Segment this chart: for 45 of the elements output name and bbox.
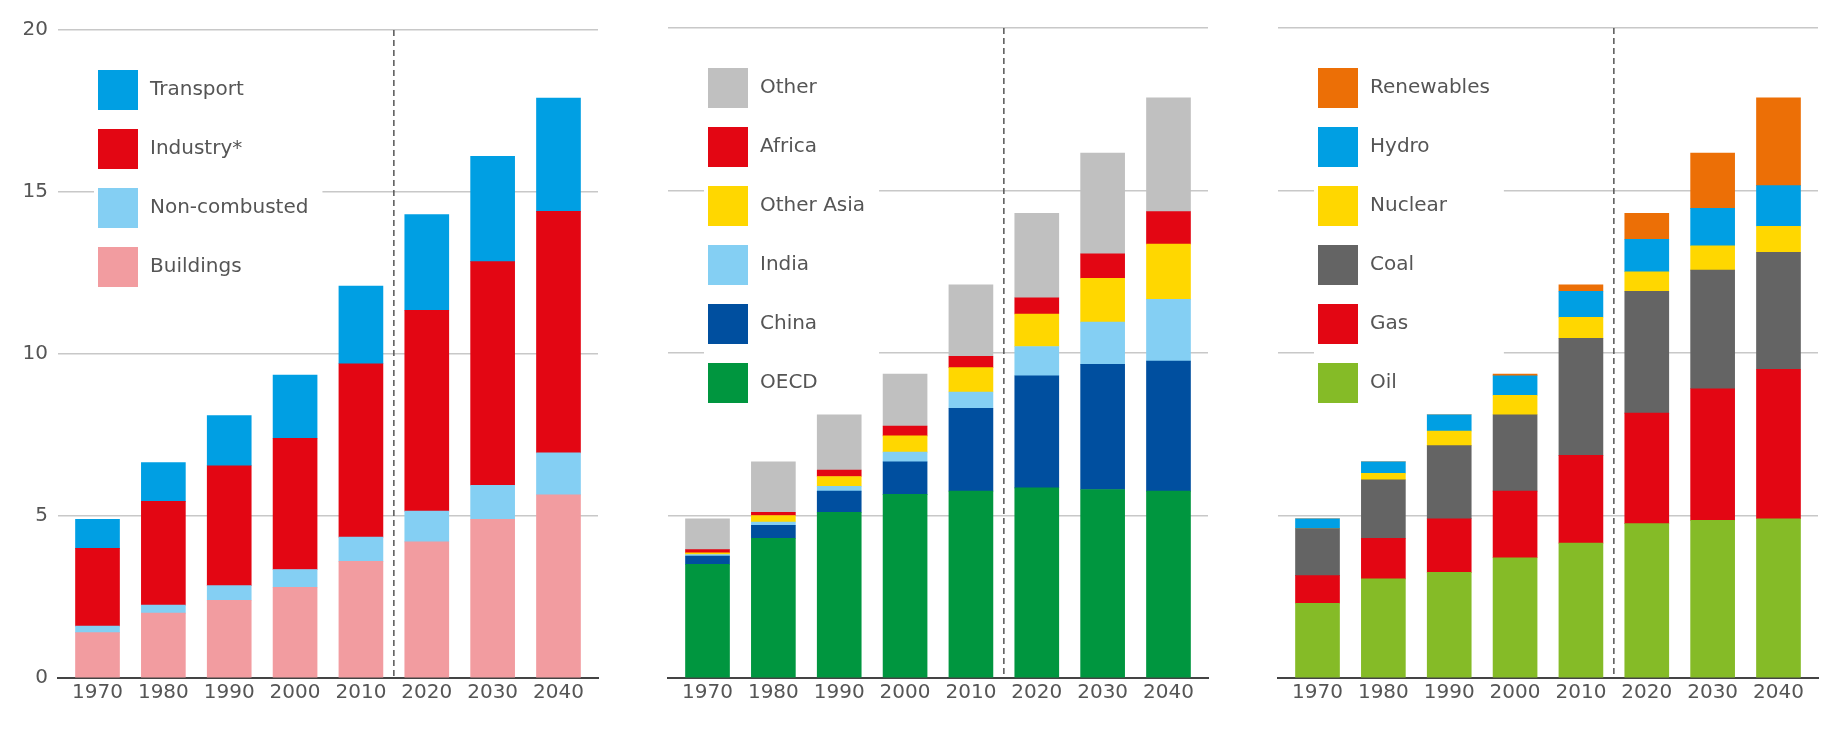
x-tick-label: 2000 (1489, 679, 1541, 704)
x-tick-label: 1970 (682, 679, 733, 704)
x-tick-label: 2030 (1687, 679, 1739, 704)
y-tick-label: 20 (22, 16, 48, 41)
x-tick-label: 1980 (747, 679, 799, 704)
legend-label: Gas (1370, 310, 1409, 335)
x-tick-label: 2020 (401, 679, 453, 704)
legend-label: India (760, 251, 810, 276)
x-tick-label: 2010 (335, 679, 387, 704)
x-tick-label: 1990 (813, 679, 865, 704)
x-tick-label: 2040 (1753, 679, 1804, 704)
legend-label: Oil (1370, 369, 1397, 394)
y-tick-label: 10 (22, 340, 48, 365)
legend-label: Non-combusted (150, 194, 309, 219)
x-tick-label: 1980 (1357, 679, 1409, 704)
y-tick-label: 5 (35, 502, 48, 527)
legend-label: Transport (149, 76, 245, 101)
legend-label: Africa (760, 133, 818, 158)
x-tick-label: 2040 (533, 679, 584, 704)
legend-label: Nuclear (1370, 192, 1448, 217)
x-tick-label: 1990 (203, 679, 255, 704)
legend-label: China (760, 310, 818, 335)
x-tick-label: 2010 (945, 679, 997, 704)
x-tick-label: 2000 (879, 679, 931, 704)
legend-label: Hydro (1370, 133, 1430, 158)
y-tick-label: 15 (22, 178, 48, 203)
x-tick-label: 2000 (269, 679, 321, 704)
y-tick-label: 0 (35, 664, 48, 689)
x-tick-label: 1990 (1423, 679, 1475, 704)
x-tick-label: 2010 (1555, 679, 1607, 704)
x-tick-label: 2040 (1143, 679, 1194, 704)
x-tick-label: 1970 (1292, 679, 1343, 704)
legend-label: Buildings (150, 253, 242, 278)
legend-label: Coal (1370, 251, 1415, 276)
legend-label: Other Asia (760, 192, 866, 217)
legend-label: Industry* (150, 135, 243, 160)
x-tick-label: 1970 (72, 679, 123, 704)
legend-label: Renewables (1370, 74, 1490, 99)
legend-label: Other (760, 74, 818, 99)
x-tick-label: 2020 (1011, 679, 1063, 704)
legend-label: OECD (760, 369, 818, 394)
x-tick-label: 2030 (467, 679, 519, 704)
x-tick-label: 2020 (1621, 679, 1673, 704)
x-tick-label: 1980 (137, 679, 189, 704)
x-tick-label: 2030 (1077, 679, 1129, 704)
